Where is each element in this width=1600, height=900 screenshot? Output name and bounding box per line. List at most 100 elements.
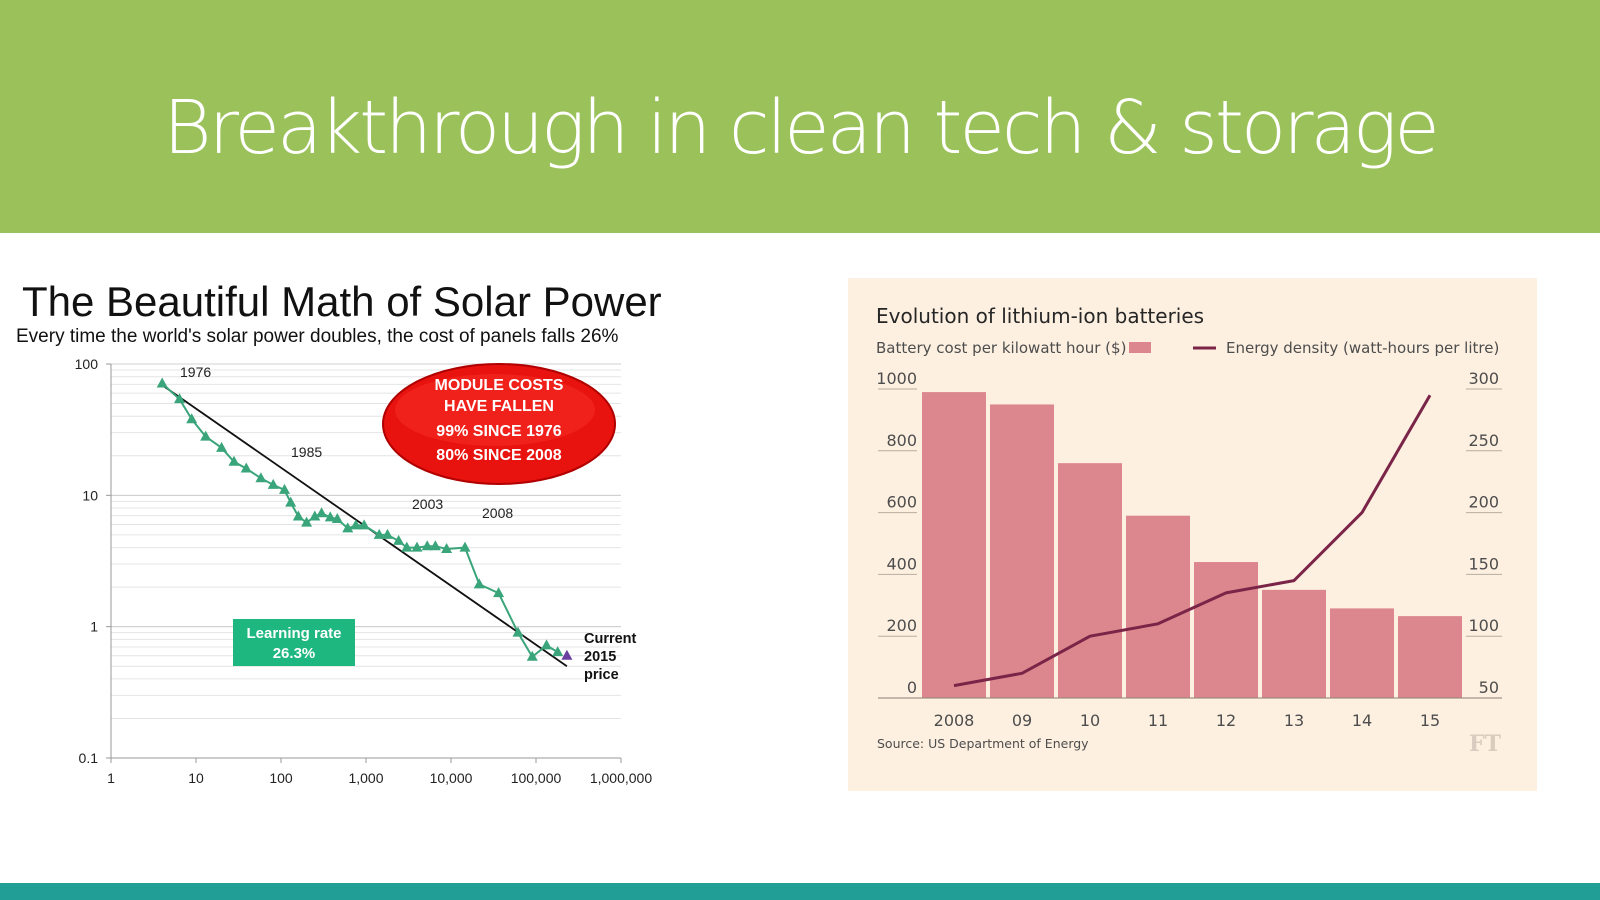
module-cost-point (285, 496, 297, 507)
module-cost-point (324, 511, 336, 522)
category-label: 14 (1352, 711, 1372, 730)
callout-highlight (395, 374, 595, 446)
y-tick-label: 1 (90, 619, 98, 635)
cost-bar (1398, 616, 1462, 698)
ft-logo: FT (1469, 731, 1502, 757)
callout-text: HAVE FALLEN (444, 398, 554, 415)
module-cost-point (350, 519, 362, 530)
x-tick-label: 10 (188, 770, 204, 786)
x-tick-label: 1,000 (348, 770, 383, 786)
module-cost-point (174, 393, 186, 404)
right-axis-label: 150 (1468, 554, 1499, 573)
module-cost-point (473, 578, 485, 589)
right-axis-label: 100 (1468, 616, 1499, 635)
left-axis-label: 0 (907, 678, 917, 697)
module-cost-point (526, 650, 538, 661)
x-tick-label: 100,000 (511, 770, 562, 786)
legend-swatch-cost (1129, 342, 1151, 353)
solar-chart-title: The Beautiful Math of Solar Power (22, 278, 662, 325)
x-tick-label: 1 (107, 770, 115, 786)
year-label: 1985 (291, 444, 322, 460)
legend-label-density: Energy density (watt-hours per litre) (1226, 339, 1499, 357)
module-cost-point (156, 377, 168, 388)
right-axis-label: 300 (1468, 369, 1499, 388)
callout-text: 80% SINCE 2008 (436, 447, 562, 464)
module-cost-point (493, 587, 505, 598)
cost-bar (1194, 562, 1258, 698)
module-cost-point (200, 430, 212, 441)
module-cost-point (316, 507, 328, 518)
module-cost-point (292, 510, 304, 521)
category-label: 13 (1284, 711, 1304, 730)
cost-bar (1262, 589, 1326, 698)
learning-rate-text: Learning rate (246, 625, 341, 642)
module-cost-point (255, 472, 267, 483)
current-price-point (561, 649, 573, 660)
cost-bar (1330, 608, 1394, 698)
year-label: 2008 (482, 505, 513, 521)
slide-header: Breakthrough in clean tech & storage (0, 0, 1600, 233)
module-cost-point (228, 455, 240, 466)
module-cost-point (342, 522, 354, 533)
module-cost-point (401, 541, 413, 552)
left-axis-label: 400 (886, 554, 917, 573)
module-cost-point (240, 462, 252, 473)
cost-bar (990, 404, 1054, 698)
module-cost-point (541, 639, 553, 650)
solar-chart-subtitle: Every time the world's solar power doubl… (16, 326, 619, 347)
module-cost-point (279, 483, 291, 494)
module-cost-point (429, 540, 441, 551)
category-label: 12 (1216, 711, 1236, 730)
module-cost-point (186, 413, 198, 424)
module-cost-point (358, 519, 370, 530)
left-axis-label: 1000 (876, 369, 917, 388)
current-price-label: Current (584, 631, 637, 647)
x-tick-label: 1,000,000 (590, 770, 652, 786)
right-axis-label: 200 (1468, 493, 1499, 512)
module-cost-point (381, 528, 393, 539)
y-tick-label: 10 (82, 487, 98, 503)
current-price-label: price (584, 667, 619, 683)
module-cost-point (421, 540, 433, 551)
callout-text: MODULE COSTS (435, 377, 564, 394)
legend-label-cost: Battery cost per kilowatt hour ($) (876, 339, 1126, 357)
slide-title: Breakthrough in clean tech & storage (163, 85, 1440, 171)
current-price-label: 2015 (584, 649, 616, 665)
solar-chart: 0.1 1 10 100 1 10 100 1,000 10,000 100,000 1,000,0… (0, 270, 720, 810)
category-label: 11 (1148, 711, 1168, 730)
module-cost-point (331, 513, 343, 524)
category-label: 09 (1012, 711, 1032, 730)
module-cost-point (512, 626, 524, 637)
cost-bar (922, 392, 986, 698)
callout-ellipse (382, 363, 616, 485)
module-cost-point (216, 441, 228, 452)
left-axis-label: 600 (886, 493, 917, 512)
module-cost-point (309, 510, 321, 521)
battery-chart: Evolution of lithium-ion batteries Batter… (848, 278, 1537, 791)
learning-rate-text: 26.3% (273, 645, 316, 662)
module-cost-point (267, 478, 279, 489)
battery-chart-plot: Evolution of lithium-ion batteries Batter… (876, 304, 1502, 757)
energy-density-line (953, 394, 1432, 688)
module-cost-point (552, 646, 564, 657)
right-axis-label: 50 (1479, 678, 1499, 697)
x-tick-label: 10,000 (430, 770, 473, 786)
y-tick-label: 0.1 (79, 750, 99, 766)
year-label: 1976 (180, 364, 211, 380)
module-cost-point (459, 541, 471, 552)
learning-rate-box (233, 619, 355, 666)
battery-chart-title: Evolution of lithium-ion batteries (876, 304, 1204, 328)
slide-footer-bar (0, 883, 1600, 900)
x-tick-label: 100 (269, 770, 293, 786)
left-axis-label: 800 (886, 431, 917, 450)
year-label: 2003 (412, 496, 443, 512)
cost-bar (1126, 515, 1190, 698)
category-label: 2008 (934, 711, 975, 730)
module-cost-point (441, 543, 453, 554)
module-cost-point (301, 516, 313, 527)
cost-bar (1058, 463, 1122, 698)
callout-text: 99% SINCE 1976 (436, 423, 562, 440)
module-cost-point (393, 534, 405, 545)
right-axis-label: 250 (1468, 431, 1499, 450)
module-cost-point (373, 528, 385, 539)
